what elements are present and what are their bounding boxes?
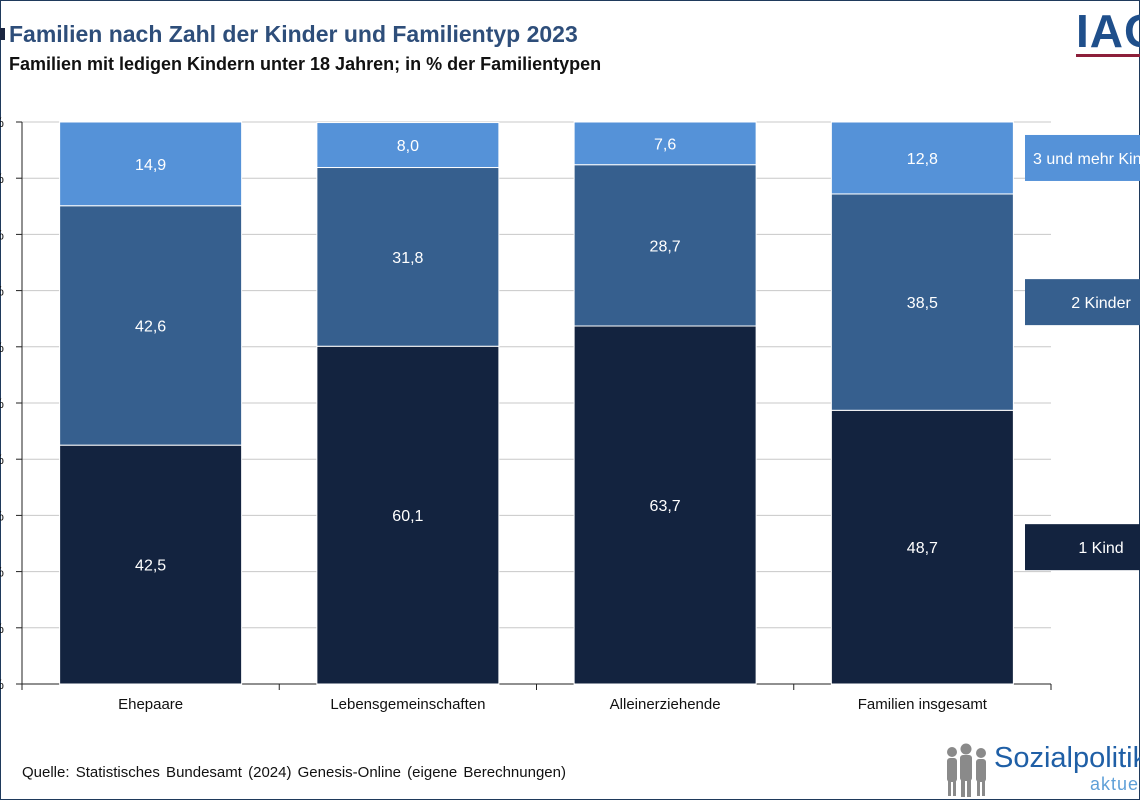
bar-segment xyxy=(59,205,243,446)
bar-segment xyxy=(573,121,757,166)
data-label: 7,6 xyxy=(654,136,676,153)
y-tick-label: 0% xyxy=(0,676,4,692)
data-label: 42,5 xyxy=(135,558,166,575)
iaq-logo-underline xyxy=(1076,54,1140,57)
source-note: Quelle: Statistisches Bundesamt (2024) G… xyxy=(22,764,566,781)
category-label: Lebensgemeinschaften xyxy=(330,696,485,713)
legend-label: 1 Kind xyxy=(1078,540,1123,557)
legend-label: 2 Kinder xyxy=(1071,295,1131,312)
y-tick-label: 50% xyxy=(0,395,4,411)
data-label: 31,8 xyxy=(392,250,423,267)
category-label: Alleinerziehende xyxy=(610,696,721,713)
bar-segment xyxy=(59,444,243,685)
bar-segment xyxy=(830,409,1014,685)
iaq-logo-text: IAQ xyxy=(1076,5,1140,57)
y-tick-label: 10% xyxy=(0,620,4,636)
title-marker xyxy=(0,28,5,40)
bar-segment xyxy=(316,122,500,169)
people-silhouette-icon xyxy=(947,743,986,797)
y-tick-label: 80% xyxy=(0,226,4,242)
data-label: 42,6 xyxy=(135,318,166,335)
data-label: 12,8 xyxy=(907,151,938,168)
legend-swatch xyxy=(1025,134,1140,181)
bar-segment xyxy=(830,193,1014,411)
y-tick-label: 40% xyxy=(0,451,4,467)
bar-segment xyxy=(830,121,1014,195)
chart-subtitle: Familien mit ledigen Kindern unter 18 Ja… xyxy=(9,54,602,74)
legend-swatch xyxy=(1025,279,1140,326)
data-label: 28,7 xyxy=(650,238,681,255)
chart-title: Familien nach Zahl der Kinder und Famili… xyxy=(9,21,578,47)
legend-swatch xyxy=(1025,524,1140,571)
data-label: 48,7 xyxy=(907,540,938,557)
sozialpolitik-logo-subtext: aktuell xyxy=(1090,774,1140,794)
y-tick-label: 30% xyxy=(0,507,4,523)
data-label: 14,9 xyxy=(135,157,166,174)
sozialpolitik-logo-text: Sozialpolitik xyxy=(994,742,1140,774)
data-label: 38,5 xyxy=(907,295,938,312)
bar-segment xyxy=(316,345,500,685)
bar-segment xyxy=(573,164,757,327)
y-tick-label: 70% xyxy=(0,283,4,299)
data-label: 60,1 xyxy=(392,508,423,525)
y-tick-label: 90% xyxy=(0,170,4,186)
y-tick-label: 100% xyxy=(0,114,4,130)
category-label: Familien insgesamt xyxy=(858,696,988,713)
bar-segment xyxy=(316,167,500,347)
bar-segment xyxy=(573,325,757,685)
data-label: 8,0 xyxy=(397,138,419,155)
iaq-logo: IAQ xyxy=(1076,4,1140,60)
category-label: Ehepaare xyxy=(118,696,183,713)
y-tick-label: 20% xyxy=(0,564,4,580)
bar-segment xyxy=(59,121,243,207)
sozialpolitik-logo: Sozialpolitik aktuell xyxy=(942,740,1140,800)
data-label: 63,7 xyxy=(650,498,681,515)
legend-label: 3 und mehr Kinder xyxy=(1033,151,1140,168)
y-tick-label: 60% xyxy=(0,339,4,355)
